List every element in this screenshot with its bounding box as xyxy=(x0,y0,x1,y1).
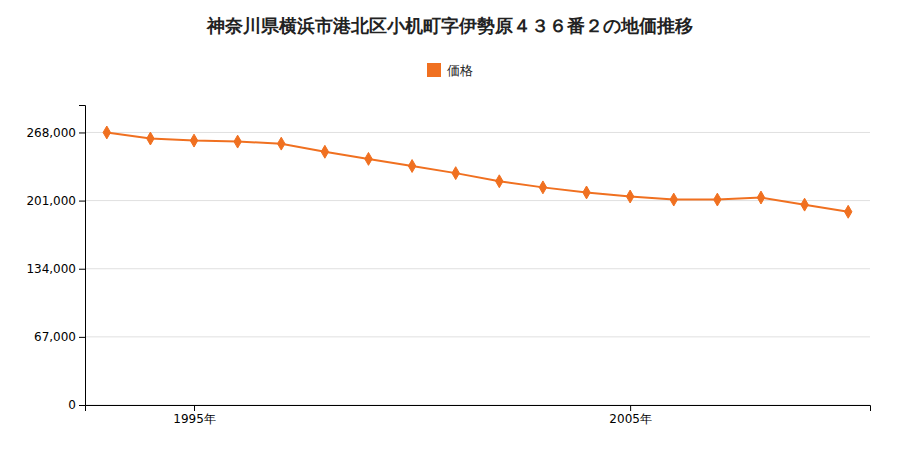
y-tick: 268,000 xyxy=(26,126,85,140)
y-axis: 0 67,000 134,000 201,000 268,000 xyxy=(26,106,85,413)
y-tick-label: 67,000 xyxy=(34,330,76,344)
marker xyxy=(278,137,285,150)
y-tick-label: 0 xyxy=(68,398,76,412)
legend-label: 価格 xyxy=(447,63,473,78)
x-tick-mark xyxy=(194,405,195,411)
grid-line xyxy=(85,268,870,269)
marker xyxy=(757,191,764,204)
y-tick-mark xyxy=(79,201,85,202)
marker xyxy=(103,126,110,139)
y-tick: 134,000 xyxy=(26,262,85,276)
y-tick-label: 268,000 xyxy=(26,126,76,140)
y-tick-label: 201,000 xyxy=(26,194,76,208)
marker xyxy=(321,145,328,158)
grid-line xyxy=(85,132,870,133)
marker xyxy=(844,205,851,218)
y-tick-label: 134,000 xyxy=(26,262,76,276)
x-tick: 2005年 xyxy=(609,405,652,426)
x-tick-mark xyxy=(630,405,631,411)
marker xyxy=(234,135,241,148)
marker xyxy=(365,152,372,165)
marker xyxy=(147,132,154,145)
legend-swatch xyxy=(427,63,441,77)
y-tick-mark xyxy=(79,269,85,270)
legend-item: 価格 xyxy=(427,63,473,78)
grid-line xyxy=(85,336,870,337)
marker xyxy=(714,193,721,206)
marker xyxy=(583,186,590,199)
x-axis-line xyxy=(86,406,871,412)
marker xyxy=(801,198,808,211)
marker xyxy=(539,181,546,194)
plot: 0 67,000 134,000 201,000 268,000 1995年 2005年 xyxy=(26,106,870,426)
grid-line xyxy=(85,200,870,201)
y-axis-line xyxy=(79,106,86,406)
x-tick: 1995年 xyxy=(173,405,216,426)
chart: 神奈川県横浜市港北区小机町字伊勢原４３６番２の地価推移 0 67,000 134,00… xyxy=(0,0,900,450)
legend: 価格 xyxy=(427,63,473,78)
line xyxy=(107,132,848,211)
y-tick: 67,000 xyxy=(34,330,85,344)
y-tick-mark xyxy=(79,337,85,338)
y-tick: 0 xyxy=(68,398,85,412)
y-tick: 201,000 xyxy=(26,194,85,208)
x-tick-label: 1995年 xyxy=(173,412,216,426)
marker xyxy=(496,175,503,188)
marker xyxy=(408,160,415,173)
title: 神奈川県横浜市港北区小机町字伊勢原４３６番２の地価推移 xyxy=(206,15,693,36)
marks xyxy=(103,126,852,218)
marker xyxy=(670,193,677,206)
x-axis: 1995年 2005年 xyxy=(86,405,871,426)
x-tick-label: 2005年 xyxy=(609,412,652,426)
y-tick-mark xyxy=(79,132,85,133)
marker xyxy=(452,167,459,180)
grid xyxy=(85,132,870,405)
marker xyxy=(626,190,633,203)
marker xyxy=(190,134,197,147)
y-tick-mark xyxy=(79,405,85,406)
